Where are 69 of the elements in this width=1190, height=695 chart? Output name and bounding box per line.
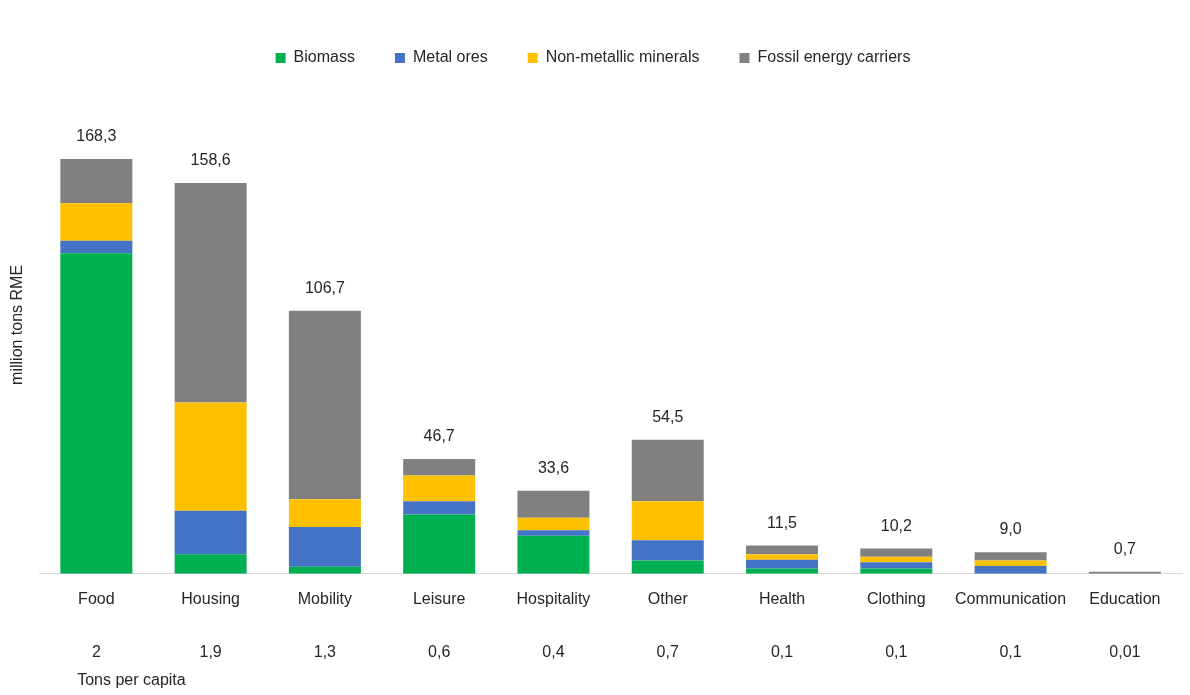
- bar: [60, 203, 133, 241]
- x-tick-label: Health: [758, 589, 806, 607]
- legend-label: Metal ores: [412, 48, 488, 66]
- annotation: 106,7: [304, 279, 346, 297]
- annotation: 54,5: [652, 408, 684, 426]
- legend-label: Biomass: [293, 48, 355, 66]
- bar: [974, 560, 1047, 566]
- bar: [746, 559, 819, 569]
- text: Tons per capita: [77, 671, 186, 689]
- legend-label: Fossil energy carriers: [757, 48, 911, 66]
- bar: [60, 253, 133, 574]
- bar: [403, 475, 476, 502]
- x-tick-label: Clothing: [866, 589, 926, 607]
- x-tick-label: Education: [1089, 589, 1161, 607]
- text: 1,3: [313, 643, 337, 661]
- bar: [517, 535, 590, 574]
- x-tick-label: Other: [647, 589, 689, 607]
- bar: [517, 490, 590, 518]
- text: 2: [91, 643, 101, 661]
- text: 0,6: [428, 643, 451, 661]
- annotation: 46,7: [423, 427, 455, 445]
- text: 0,4: [542, 643, 565, 661]
- bar: [174, 554, 247, 574]
- x-tick-label: Food: [78, 589, 115, 607]
- y-axis-title: million tons RME: [8, 264, 26, 385]
- bar: [288, 499, 361, 527]
- bar: [746, 568, 819, 574]
- text: 0,7: [656, 643, 679, 661]
- bar: [60, 158, 133, 204]
- x-tick-label: Communication: [955, 589, 1067, 607]
- bar: [517, 517, 590, 531]
- bar: [288, 526, 361, 567]
- annotation: 0,7: [1113, 540, 1137, 558]
- text: 1,9: [199, 643, 222, 661]
- bar: [60, 240, 133, 254]
- bar: [403, 458, 476, 476]
- annotation: 168,3: [76, 127, 117, 145]
- bar: [746, 554, 819, 560]
- x-tick-label: Leisure: [412, 589, 466, 607]
- legend-label: Non-metallic minerals: [545, 48, 700, 66]
- bar: [860, 568, 933, 574]
- text: 0,1: [885, 643, 908, 661]
- x-tick-label: Hospitality: [516, 589, 591, 607]
- annotation: 10,2: [880, 516, 912, 534]
- text: 0,1: [999, 643, 1022, 661]
- text: 0,1: [770, 643, 794, 661]
- bar: [631, 439, 704, 502]
- text: 0,01: [1109, 643, 1141, 661]
- bar: [174, 510, 247, 555]
- annotation: 11,5: [767, 514, 798, 531]
- bar: [746, 545, 819, 555]
- annotation: 158,6: [190, 151, 231, 169]
- bar: [174, 183, 247, 403]
- x-tick-label: Housing: [181, 589, 240, 607]
- annotation: 9,0: [999, 519, 1022, 537]
- bar: [517, 530, 590, 536]
- annotation: 33,6: [537, 459, 570, 477]
- bar: [174, 402, 247, 511]
- bar: [631, 540, 704, 561]
- bar: [860, 548, 933, 557]
- x-tick-label: Mobility: [297, 589, 353, 607]
- bar: [631, 501, 704, 541]
- bar: [860, 562, 933, 569]
- bar: [631, 560, 704, 574]
- bar: [974, 552, 1047, 561]
- bar: [403, 501, 476, 515]
- bar: [403, 514, 476, 574]
- bar: [288, 310, 361, 500]
- bar: [860, 556, 933, 563]
